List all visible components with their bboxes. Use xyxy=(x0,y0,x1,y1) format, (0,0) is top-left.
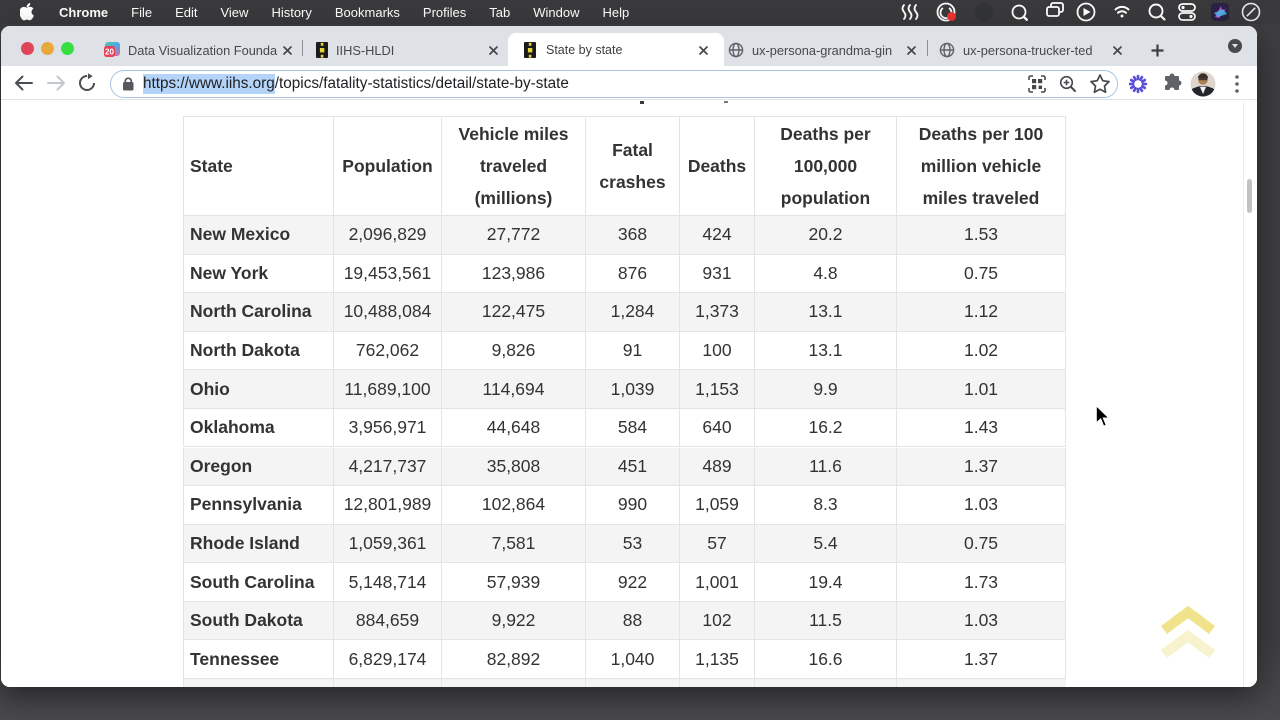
svg-text:20: 20 xyxy=(105,48,114,57)
